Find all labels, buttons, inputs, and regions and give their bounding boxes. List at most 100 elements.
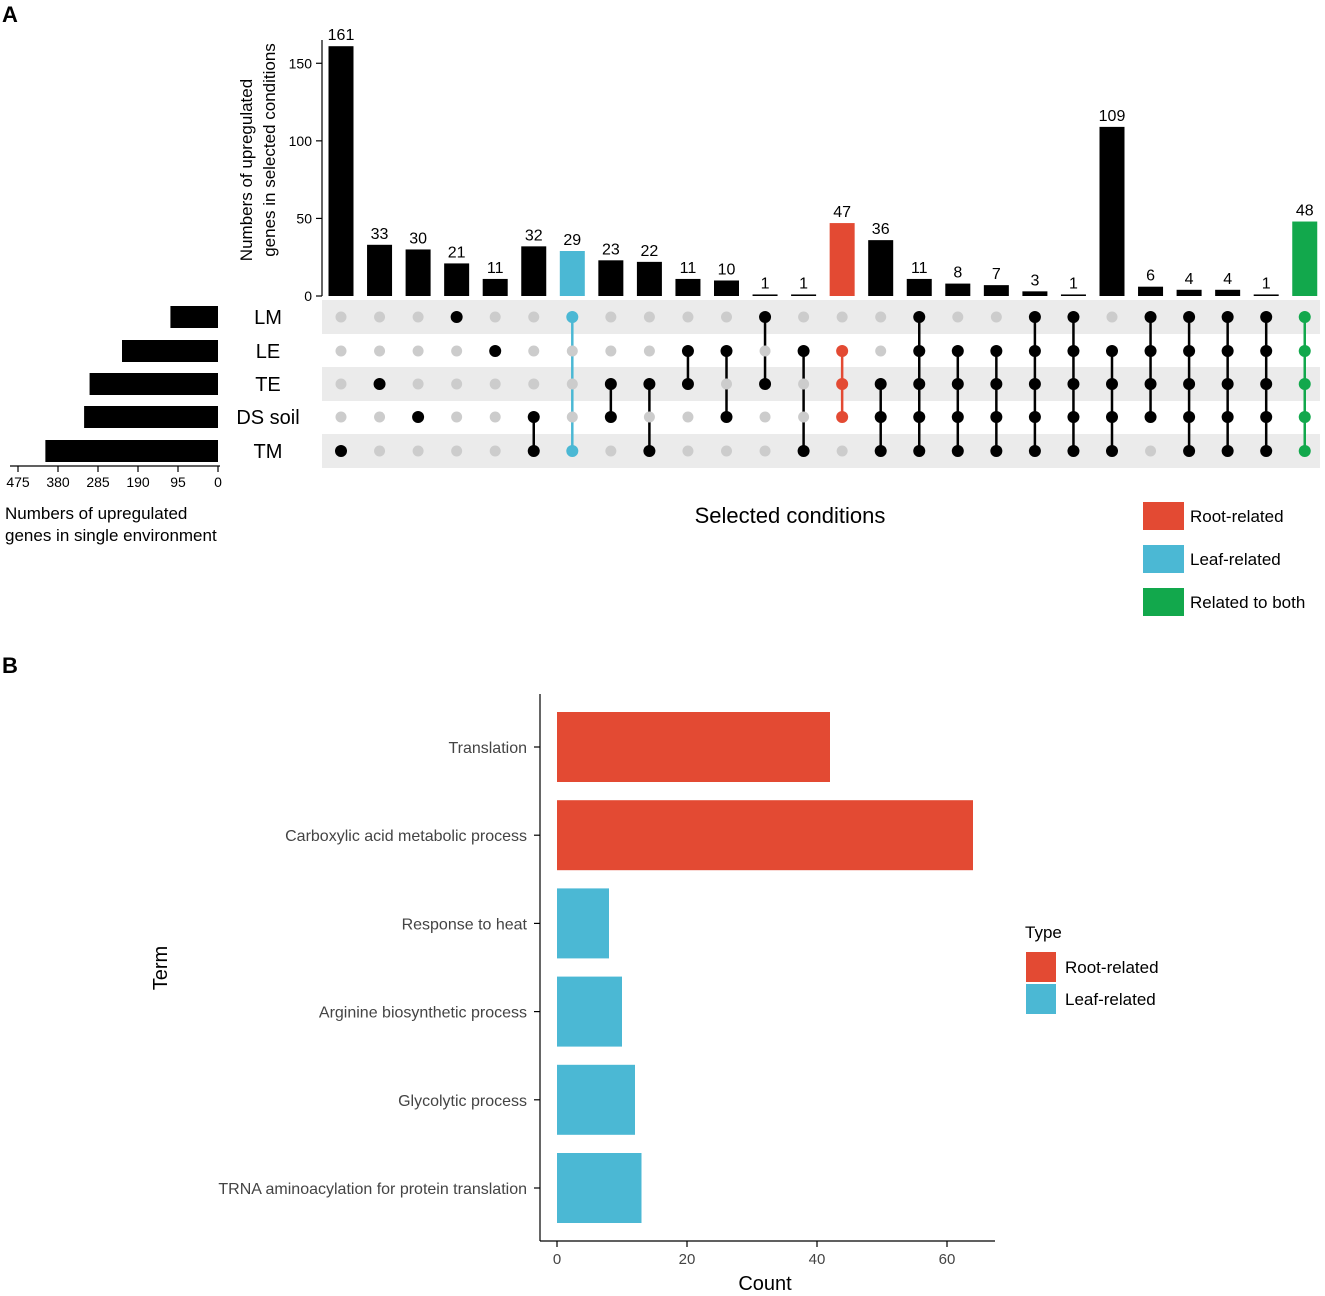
intersection-ylabel-line1: Numbers of upregulated: [237, 79, 256, 261]
nonmember-dot: [374, 345, 386, 357]
term-label: Carboxylic acid metabolic process: [285, 828, 527, 845]
legend-swatch-leaf: [1143, 545, 1184, 573]
member-dot: [1183, 311, 1196, 323]
legend-label-leaf: Leaf-related: [1190, 550, 1281, 569]
set-size-x-tick-label: 0: [214, 474, 222, 490]
intersection-value-label: 1: [1262, 275, 1271, 292]
member-dot: [913, 378, 926, 390]
member-dot: [1144, 378, 1157, 390]
member-dot: [990, 378, 1003, 390]
intersection-bar: [1022, 291, 1048, 296]
intersection-bar: [1060, 294, 1086, 296]
set-size-bar-te: [89, 373, 218, 395]
term-label: Translation: [448, 740, 527, 757]
intersection-value-label: 8: [953, 265, 962, 282]
nonmember-dot: [335, 345, 347, 357]
intersection-bar: [791, 294, 817, 296]
intersection-value-label: 36: [872, 221, 890, 238]
member-dot: [681, 378, 694, 390]
set-label-le: LE: [256, 341, 280, 363]
member-dot: [1260, 445, 1273, 457]
intersection-value-label: 23: [602, 241, 620, 258]
member-dot: [527, 411, 540, 423]
member-dot: [1028, 378, 1041, 390]
nonmember-dot: [875, 345, 887, 357]
member-dot: [566, 311, 579, 323]
nonmember-dot: [990, 311, 1002, 323]
term-label: Arginine biosynthetic process: [319, 1005, 527, 1022]
member-dot: [1221, 411, 1234, 423]
member-dot: [1106, 378, 1118, 390]
set-size-bar-le: [122, 340, 218, 362]
member-dot: [836, 411, 849, 423]
term-ylabel: Term: [150, 946, 172, 990]
member-dot: [1106, 345, 1118, 357]
intersection-value-label: 21: [448, 244, 466, 261]
intersection-value-label: 33: [371, 226, 389, 243]
count-x-ticks: 0 20 40 60: [553, 1241, 955, 1268]
member-dot: [1260, 411, 1273, 423]
member-dot: [1144, 311, 1157, 323]
nonmember-dot: [759, 411, 771, 423]
intersection-y-tick-label: 50: [296, 210, 312, 226]
member-dot: [951, 411, 964, 423]
nonmember-dot: [451, 345, 463, 357]
nonmember-dot: [374, 411, 386, 423]
term-bar: [557, 800, 973, 871]
legend-label-root: Root-related: [1065, 958, 1159, 977]
matrix-band-tm: [322, 434, 1320, 468]
member-dot: [951, 378, 964, 390]
intersection-bar: [405, 249, 431, 296]
member-dot: [797, 445, 810, 457]
intersection-value-label: 48: [1296, 203, 1314, 220]
set-size-bar-lm: [170, 306, 218, 328]
intersection-value-label: 161: [328, 27, 355, 44]
member-dot: [1298, 311, 1311, 323]
nonmember-dot: [566, 345, 578, 357]
member-dot: [913, 445, 926, 457]
member-dot: [1144, 411, 1157, 423]
count-xlabel: Count: [738, 1273, 792, 1295]
intersection-value-label: 1: [1069, 275, 1078, 292]
intersection-y-tick-label: 150: [289, 55, 313, 71]
term-bar: [557, 712, 830, 782]
member-dot: [1298, 445, 1311, 457]
member-dot: [373, 378, 386, 390]
nonmember-dot: [489, 411, 501, 423]
legend-swatch-leaf: [1026, 984, 1056, 1014]
intersection-value-label: 10: [718, 261, 736, 278]
nonmember-dot: [451, 445, 463, 457]
member-dot: [1221, 445, 1234, 457]
nonmember-dot: [721, 311, 732, 323]
member-dot: [1260, 378, 1273, 390]
set-label-tm: TM: [254, 441, 283, 463]
nonmember-dot: [528, 311, 540, 323]
nonmember-dot: [605, 445, 617, 457]
member-dot: [412, 411, 425, 423]
member-dot: [1067, 411, 1080, 423]
set-label-te: TE: [255, 374, 281, 396]
member-dot: [604, 378, 617, 390]
go-term-panel: B Translation Carboxylic acid metabolic p…: [2, 653, 1159, 1295]
nonmember-dot: [451, 411, 463, 423]
intersection-bar: [983, 285, 1009, 296]
intersection-value-label: 1: [761, 275, 770, 292]
intersection-bars: [328, 46, 1318, 297]
member-dot: [990, 345, 1003, 357]
intersection-bar: [559, 251, 585, 296]
nonmember-dot: [412, 445, 424, 457]
member-dot: [1028, 445, 1041, 457]
term-bar: [557, 976, 622, 1047]
intersection-value-label: 3: [1030, 272, 1039, 289]
nonmember-dot: [759, 445, 771, 457]
term-labels: Translation Carboxylic acid metabolic pro…: [218, 740, 540, 1198]
member-dot: [1260, 311, 1273, 323]
intersection-ylabel-line2: genes in selected conditions: [260, 43, 279, 257]
nonmember-dot: [643, 411, 655, 423]
nonmember-dot: [952, 311, 964, 323]
intersection-bar: [714, 280, 739, 296]
nonmember-dot: [566, 411, 578, 423]
intersection-value-label: 29: [563, 232, 581, 249]
member-dot: [1298, 378, 1311, 390]
